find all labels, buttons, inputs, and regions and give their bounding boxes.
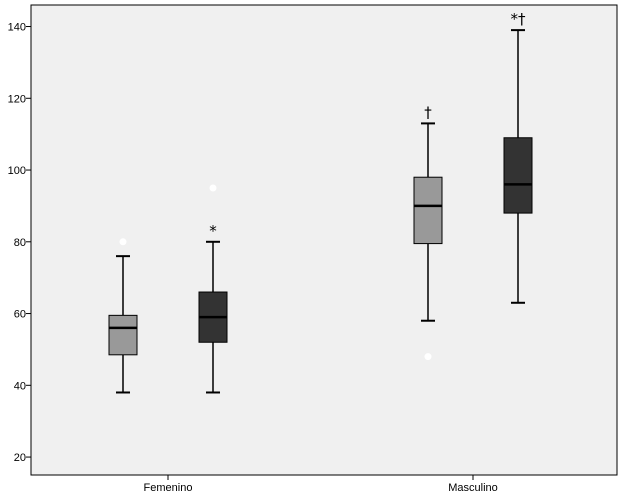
outlier-point (119, 238, 127, 246)
significance-annotation: *† (511, 10, 527, 28)
box-series: *†*† (108, 10, 533, 394)
y-tick-label: 100 (8, 165, 26, 177)
box-masculino-dark: *† (503, 10, 533, 304)
y-tick-label: 40 (14, 380, 26, 392)
y-tick-label: 20 (14, 452, 26, 464)
iqr-box (503, 137, 533, 214)
plot-area (30, 4, 618, 476)
box-masculino-light: † (413, 103, 443, 361)
box-femenino-dark: * (198, 184, 228, 394)
y-tick-label: 140 (8, 22, 26, 34)
y-tick-label: 80 (14, 237, 26, 249)
box-femenino-light (108, 238, 138, 394)
y-tick-label: 120 (8, 93, 26, 105)
outlier-point (424, 353, 432, 361)
significance-annotation: * (209, 222, 217, 240)
iqr-box (108, 314, 138, 356)
significance-annotation: † (424, 103, 432, 121)
x-category-label: Masculino (448, 482, 498, 494)
y-axis: 20 40 60 80 100 120 140 (8, 22, 31, 464)
outlier-point (209, 184, 217, 192)
x-category-label: Femenino (144, 482, 193, 494)
y-tick-label: 60 (14, 309, 26, 321)
x-axis: Femenino Masculino (144, 475, 498, 494)
iqr-box (413, 176, 443, 245)
